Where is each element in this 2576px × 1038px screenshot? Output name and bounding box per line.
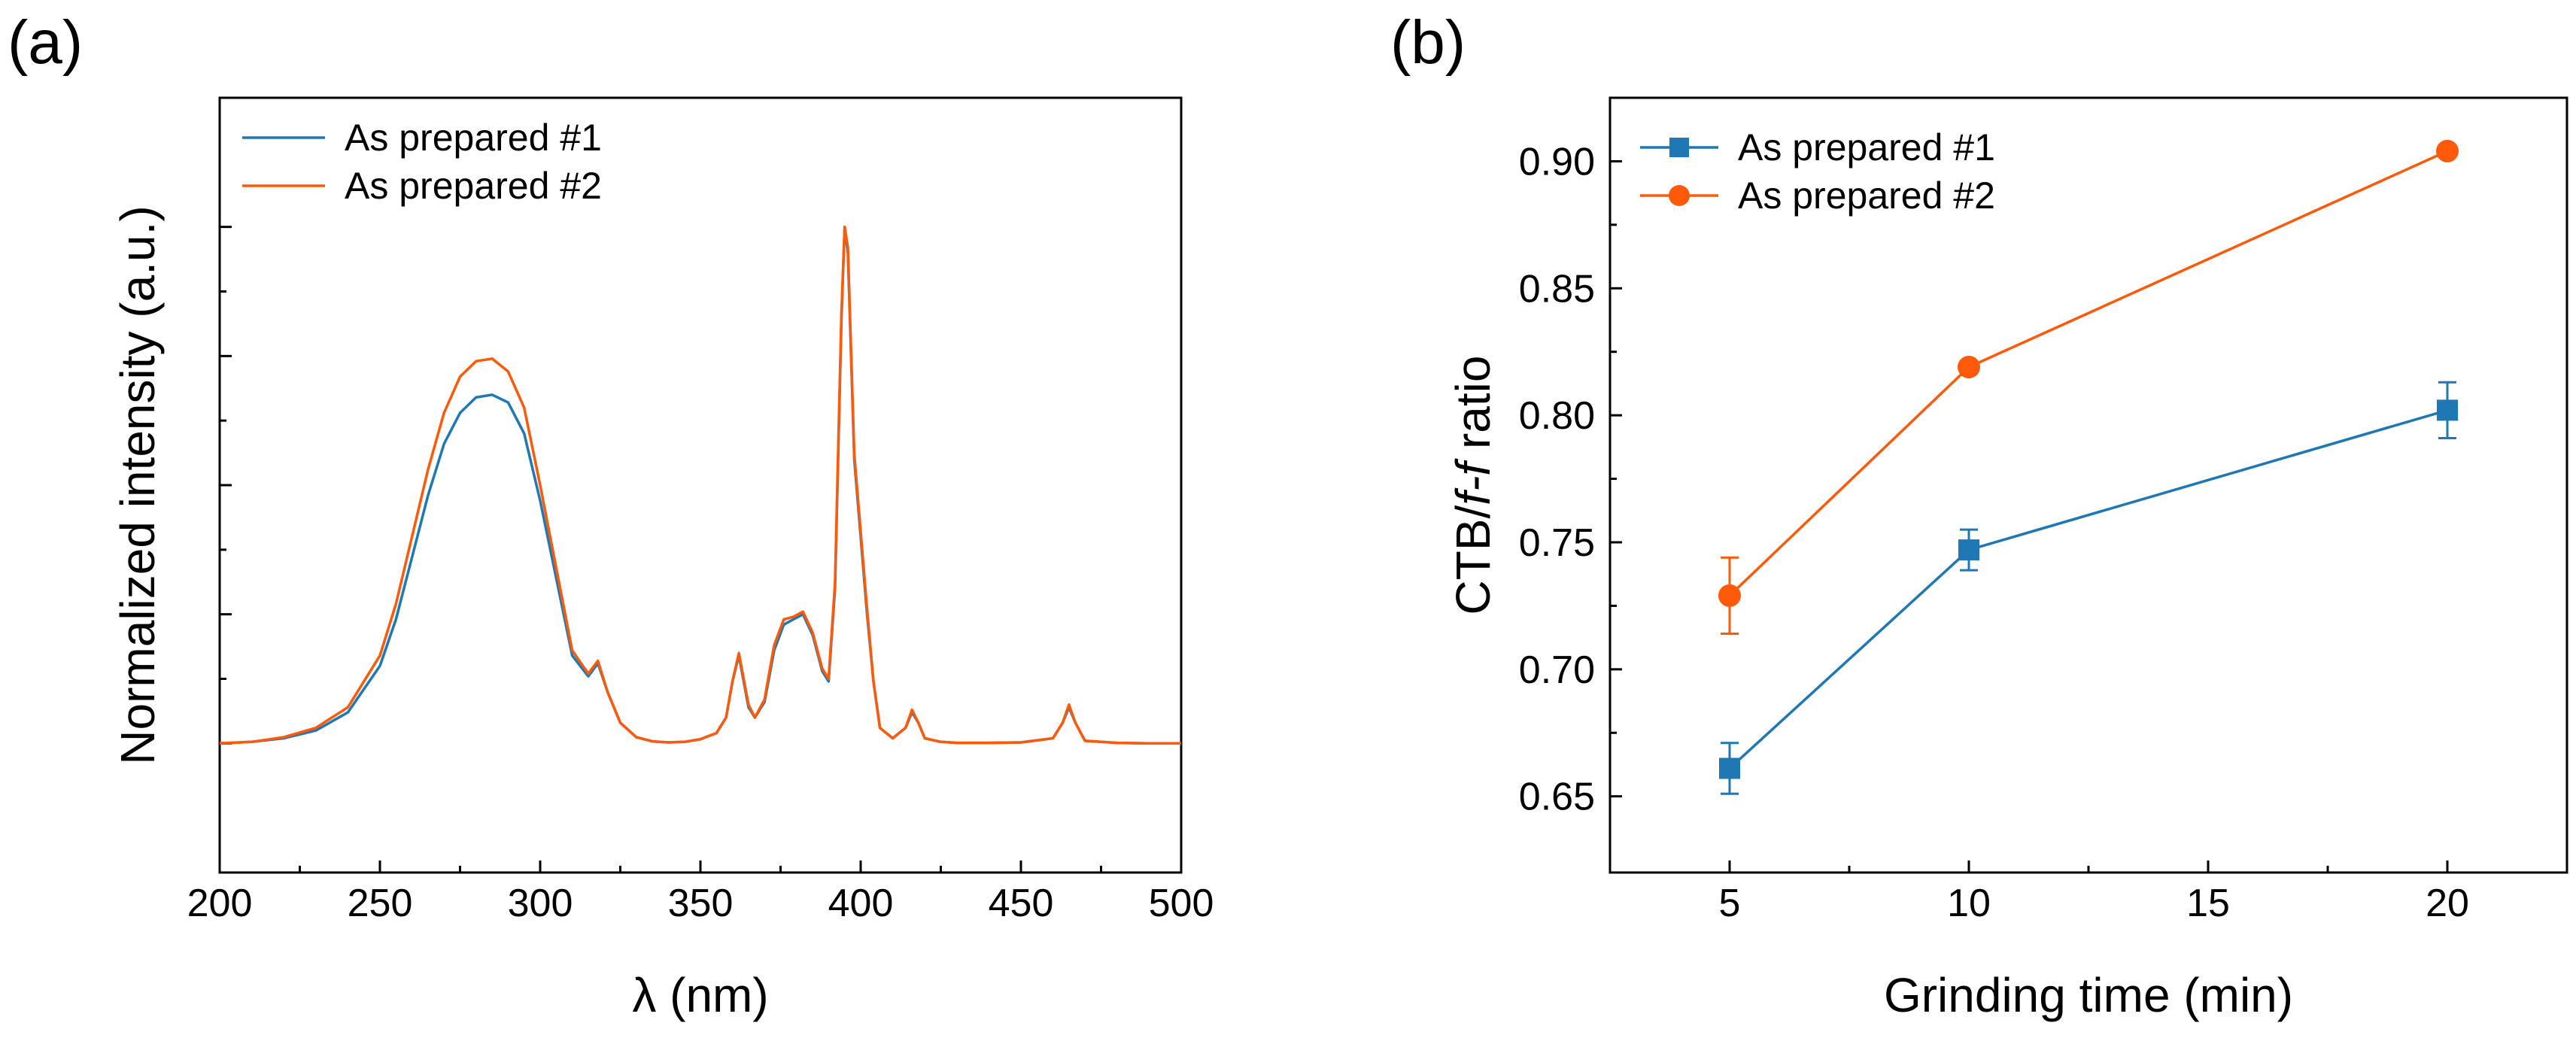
panel-b-ylabel: CTB/f-f ratio [1446, 356, 1500, 615]
panel-b-ylabel-part: CTB/ [1446, 505, 1500, 615]
panel-b-data-point-circle [2436, 139, 2459, 162]
panel-a-legend-label-2: As prepared #2 [345, 165, 602, 207]
panel-a-xtick-label: 250 [348, 882, 413, 925]
panel-b-label: (b) [1390, 8, 1466, 77]
panel-a-xtick-label: 400 [828, 882, 894, 925]
panel-b-ytick-label: 0.75 [1519, 521, 1595, 565]
panel-a-xtick-label: 300 [508, 882, 573, 925]
panel-a-xtick-label: 450 [989, 882, 1054, 925]
panel-a-xtick-label: 350 [668, 882, 734, 925]
panel-b-series-line-2 [1728, 150, 2448, 597]
panel-a-legend-label-1: As prepared #1 [345, 117, 602, 159]
panel-b-data-point-circle [1958, 355, 1980, 378]
panel-b-series-line-1 [1728, 408, 2448, 769]
panel-a-series-line-2 [219, 225, 1181, 745]
panel-b-ylabel-part: f-f [1446, 458, 1500, 505]
panel-b-ylabel-part: ratio [1446, 356, 1500, 463]
panel-b-ytick-label: 0.85 [1519, 267, 1595, 311]
panel-a-xtick-label: 500 [1149, 882, 1214, 925]
panel-b-xtick-label: 20 [2426, 882, 2469, 925]
panel-b-xtick-label: 5 [1719, 882, 1741, 925]
panel-b-ytick-label: 0.90 [1519, 140, 1595, 184]
panel-b-data-point-square [1719, 757, 1740, 779]
panel-a-xtick-label: 200 [187, 882, 253, 925]
panel-b-data-point-circle [1718, 584, 1741, 607]
panel-b-xlabel: Grinding time (min) [1884, 968, 2293, 1022]
panel-a-ylabel: Normalized intensity (a.u.) [111, 205, 165, 764]
panel-b-data-point-square [2437, 399, 2458, 421]
panel-b-legend-marker-2 [1669, 185, 1690, 206]
panel-b-xtick-label: 15 [2186, 882, 2230, 925]
panel-b-ytick-label: 0.80 [1519, 394, 1595, 438]
panel-b-ytick-label: 0.70 [1519, 648, 1595, 692]
panel-b-legend-marker-1 [1669, 138, 1689, 157]
panel-b-xtick-label: 10 [1947, 882, 1991, 925]
panel-a-series-line-1 [219, 225, 1181, 745]
panel-b-legend-label-2: As prepared #2 [1738, 175, 1995, 217]
panel-a-xlabel: λ (nm) [632, 968, 768, 1022]
panel-a-label: (a) [8, 8, 84, 77]
panel-b-ytick-label: 0.65 [1519, 775, 1595, 819]
panel-b-data-point-square [1958, 539, 1979, 561]
panel-b-legend-label-1: As prepared #1 [1738, 126, 1995, 168]
panel-a-axes-frame [218, 96, 1183, 874]
